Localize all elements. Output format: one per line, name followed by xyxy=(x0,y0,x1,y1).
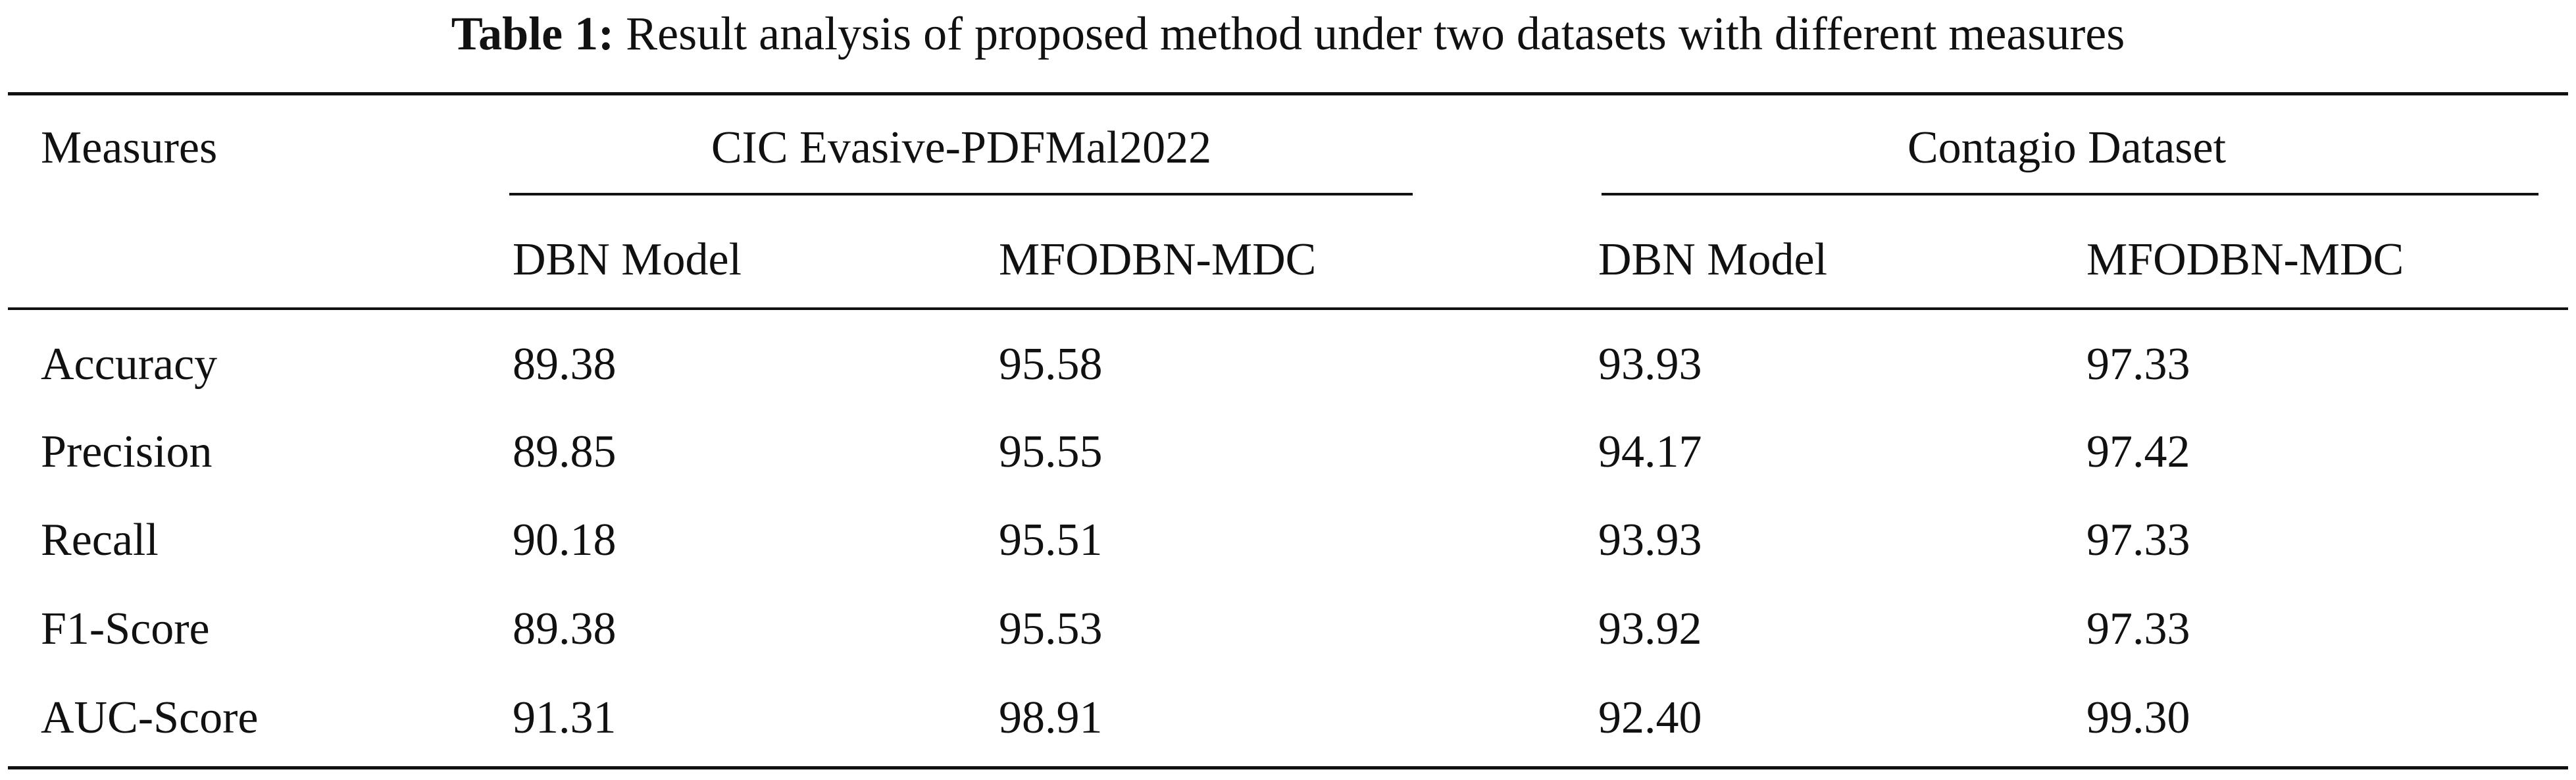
row-label: Accuracy xyxy=(41,339,218,390)
group-header: Contagio Dataset xyxy=(1907,122,2227,173)
cell: 95.58 xyxy=(999,339,1103,390)
cell: 93.93 xyxy=(1598,339,1702,390)
cell: 93.92 xyxy=(1598,604,1702,654)
cell: 94.17 xyxy=(1598,427,1702,477)
row-label: AUC-Score xyxy=(41,692,259,743)
group-header: CIC Evasive-PDFMal2022 xyxy=(711,122,1212,173)
cell: 99.30 xyxy=(2086,692,2190,743)
cell: 98.91 xyxy=(999,692,1103,743)
sub-header: MFODBN-MDC xyxy=(999,234,1317,285)
cell: 90.18 xyxy=(513,515,617,565)
cell: 97.33 xyxy=(2086,515,2190,565)
cell: 95.51 xyxy=(999,515,1103,565)
cell: 97.42 xyxy=(2086,427,2190,477)
row-label: Precision xyxy=(41,427,213,477)
caption: Table 1: Result analysis of proposed meth… xyxy=(0,5,2576,62)
cell: 89.85 xyxy=(513,427,617,477)
header-rule xyxy=(8,307,2568,310)
group-rule xyxy=(509,193,1413,195)
cell: 89.38 xyxy=(513,604,617,654)
sub-header: MFODBN-MDC xyxy=(2086,234,2404,285)
row-label: Recall xyxy=(41,515,159,565)
cell: 95.55 xyxy=(999,427,1103,477)
cell: 97.33 xyxy=(2086,604,2190,654)
group-rule xyxy=(1602,193,2538,195)
cell: 92.40 xyxy=(1598,692,1702,743)
caption-label: Table 1: xyxy=(451,7,615,60)
cell: 95.53 xyxy=(999,604,1103,654)
bottom-rule xyxy=(8,766,2568,769)
top-rule xyxy=(8,92,2568,95)
caption-text: Result analysis of proposed method under… xyxy=(626,7,2125,60)
row-label: F1-Score xyxy=(41,604,210,654)
cell: 89.38 xyxy=(513,339,617,390)
header-cell: Measures xyxy=(41,122,218,173)
sub-header: DBN Model xyxy=(1598,234,1828,285)
cell: 91.31 xyxy=(513,692,617,743)
cell: 93.93 xyxy=(1598,515,1702,565)
cell: 97.33 xyxy=(2086,339,2190,390)
sub-header: DBN Model xyxy=(513,234,742,285)
